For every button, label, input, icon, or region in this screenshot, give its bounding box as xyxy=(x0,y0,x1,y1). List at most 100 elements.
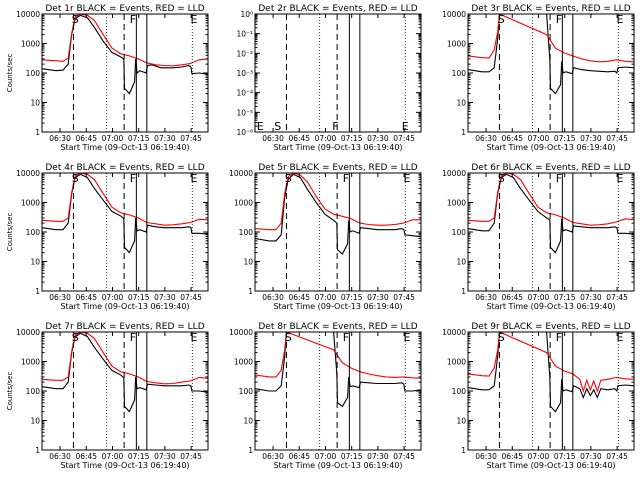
x-axis-label: Start Time (09-Oct-13 06:19:40) xyxy=(486,143,615,152)
x-tick-label: 07:15 xyxy=(341,134,363,143)
y-tick-label: 10⁻⁶ xyxy=(236,128,253,137)
x-tick-label: 07:15 xyxy=(341,293,363,302)
lld-series-line xyxy=(467,13,635,63)
y-tick-label: 10 xyxy=(243,417,253,426)
y-tick-label: 10000 xyxy=(229,169,253,178)
x-tick-label: 07:15 xyxy=(554,293,576,302)
events-series-line xyxy=(254,331,422,408)
phase-marker: E xyxy=(617,331,624,344)
lld-series-line xyxy=(254,172,421,231)
panel-4: 1 10 100 1000 10000 06:30 06:45 07:00 07:15 07:30… xyxy=(6,163,209,311)
plot-frame xyxy=(467,331,635,451)
plot-frame xyxy=(41,13,209,133)
plot-frame xyxy=(467,13,635,133)
y-tick-label: 10000 xyxy=(442,10,466,19)
y-tick-label: 1000 xyxy=(234,358,253,367)
x-tick-label: 07:00 xyxy=(102,452,124,461)
panel-1: 1 10 100 1000 10000 06:30 06:45 07:00 07:15 07:30… xyxy=(6,4,209,152)
x-tick-label: 07:45 xyxy=(606,134,628,143)
x-tick-label: 06:30 xyxy=(262,293,284,302)
y-tick-label: 1 xyxy=(35,446,40,455)
panel-title: Det 5r BLACK = Events, RED = LLD xyxy=(258,163,417,173)
x-tick-label: 06:30 xyxy=(475,293,497,302)
y-tick-label: 1 xyxy=(248,287,253,296)
x-tick-label: 06:45 xyxy=(288,293,310,302)
y-tick-label: 100 xyxy=(452,69,467,78)
x-tick-label: 06:45 xyxy=(501,134,523,143)
phase-marker: F xyxy=(556,172,562,185)
y-tick-label: 10000 xyxy=(229,328,253,337)
lld-series-line xyxy=(41,331,209,385)
y-tick-label: 1000 xyxy=(21,40,40,49)
x-tick-label: 07:00 xyxy=(102,293,124,302)
phase-marker: F xyxy=(332,120,338,133)
x-tick-label: 07:45 xyxy=(180,293,202,302)
x-tick-label: 06:30 xyxy=(49,452,71,461)
y-tick-label: 10⁻³ xyxy=(236,69,253,78)
lld-series-line xyxy=(41,172,209,226)
events-series-line xyxy=(467,13,635,95)
x-tick-label: 06:30 xyxy=(49,293,71,302)
x-axis-label: Start Time (09-Oct-13 06:19:40) xyxy=(486,461,615,470)
x-axis-label: Start Time (09-Oct-13 06:19:40) xyxy=(60,461,189,470)
x-tick-label: 06:30 xyxy=(49,134,71,143)
panel-5: 1 10 100 1000 10000 06:30 06:45 07:00 07:15 07:30… xyxy=(229,163,422,311)
x-axis-label: Start Time (09-Oct-13 06:19:40) xyxy=(273,302,402,311)
x-axis-label: Start Time (09-Oct-13 06:19:40) xyxy=(273,461,402,470)
y-axis-label: Counts/sec xyxy=(6,213,14,252)
x-tick-label: 06:45 xyxy=(75,452,97,461)
x-tick-label: 06:45 xyxy=(75,134,97,143)
phase-marker: S xyxy=(498,172,505,185)
y-tick-label: 100 xyxy=(26,387,41,396)
x-tick-label: 07:15 xyxy=(128,134,150,143)
x-axis-label: Start Time (09-Oct-13 06:19:40) xyxy=(60,143,189,152)
x-tick-label: 07:45 xyxy=(606,452,628,461)
phase-marker: S xyxy=(498,13,505,26)
lld-series-line xyxy=(467,172,635,226)
x-tick-label: 07:30 xyxy=(580,134,602,143)
phase-marker: S xyxy=(285,331,292,344)
y-tick-label: 1000 xyxy=(447,358,466,367)
phase-marker: E xyxy=(404,331,411,344)
panel-title: Det 8r BLACK = Events, RED = LLD xyxy=(258,322,417,332)
x-tick-label: 07:15 xyxy=(554,134,576,143)
events-series-line xyxy=(254,173,422,255)
x-tick-label: 06:45 xyxy=(501,293,523,302)
y-tick-label: 10 xyxy=(456,258,466,267)
x-tick-label: 07:45 xyxy=(393,293,415,302)
y-tick-label: 1 xyxy=(35,128,40,137)
x-axis-label: Start Time (09-Oct-13 06:19:40) xyxy=(273,143,402,152)
y-tick-label: 10⁻¹ xyxy=(236,30,253,39)
phase-marker: S xyxy=(498,331,505,344)
phase-marker: E xyxy=(617,13,624,26)
phase-marker: S xyxy=(285,172,292,185)
y-tick-label: 10000 xyxy=(16,169,40,178)
phase-marker: F xyxy=(556,13,562,26)
phase-marker: E xyxy=(191,13,198,26)
x-tick-label: 07:00 xyxy=(528,134,550,143)
x-tick-label: 06:45 xyxy=(75,293,97,302)
plot-frame xyxy=(41,172,209,292)
y-tick-label: 1000 xyxy=(21,358,40,367)
panel-9: 1 10 100 1000 10000 06:30 06:45 07:00 07:15 07:30… xyxy=(442,322,635,470)
panel-3: 1 10 100 1000 10000 06:30 06:45 07:00 07:15 07:30… xyxy=(442,4,635,152)
y-tick-label: 1000 xyxy=(234,199,253,208)
x-tick-label: 07:30 xyxy=(580,452,602,461)
y-tick-label: 1 xyxy=(248,446,253,455)
x-tick-label: 07:15 xyxy=(128,293,150,302)
y-tick-label: 10 xyxy=(456,99,466,108)
y-tick-label: 100 xyxy=(26,228,41,237)
y-tick-label: 100 xyxy=(452,387,467,396)
phase-marker: F xyxy=(556,331,562,344)
x-tick-label: 07:00 xyxy=(315,134,337,143)
y-tick-label: 1000 xyxy=(447,40,466,49)
panel-title: Det 7r BLACK = Events, RED = LLD xyxy=(45,322,204,332)
x-tick-label: 06:30 xyxy=(475,452,497,461)
y-axis-label: Counts/sec xyxy=(6,54,14,93)
y-tick-label: 10000 xyxy=(16,10,40,19)
x-tick-label: 07:30 xyxy=(580,293,602,302)
phase-marker: E xyxy=(191,331,198,344)
x-tick-label: 06:30 xyxy=(262,452,284,461)
y-tick-label: 10 xyxy=(30,99,40,108)
panel-title: Det 6r BLACK = Events, RED = LLD xyxy=(471,163,630,173)
